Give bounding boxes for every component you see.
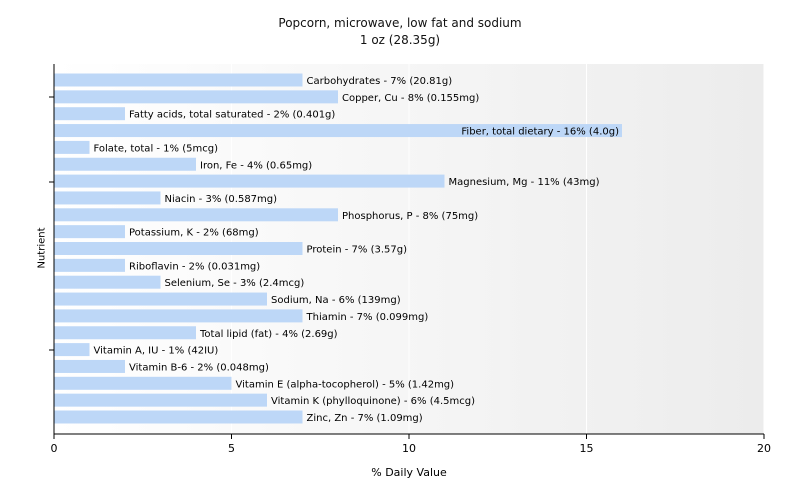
bar	[54, 343, 90, 357]
bar	[54, 124, 622, 138]
x-ticks: 0 5 10 15 20	[51, 434, 771, 455]
x-tick-label: 15	[580, 442, 594, 455]
bar	[54, 393, 267, 407]
bar-label: Vitamin E (alpha-tocopherol) - 5% (1.42m…	[236, 379, 455, 390]
bar-label: Zinc, Zn - 7% (1.09mg)	[307, 413, 423, 424]
bar	[54, 275, 161, 289]
x-tick-label: 10	[402, 442, 416, 455]
x-tick-label: 0	[51, 442, 58, 455]
bar	[54, 410, 303, 424]
bar-label: Sodium, Na - 6% (139mg)	[271, 295, 401, 306]
x-axis-label: % Daily Value	[371, 466, 447, 479]
bar-label: Fiber, total dietary - 16% (4.0g)	[461, 127, 619, 138]
bar-label: Copper, Cu - 8% (0.155mg)	[342, 93, 479, 104]
y-ticks	[49, 96, 54, 351]
bar-label: Folate, total - 1% (5mcg)	[94, 143, 219, 154]
bar	[54, 326, 196, 340]
chart-subtitle: 1 oz (28.35g)	[359, 33, 441, 47]
bars	[54, 73, 622, 424]
x-tick-label: 20	[757, 442, 771, 455]
bar-label: Protein - 7% (3.57g)	[307, 245, 408, 256]
bar	[54, 174, 445, 188]
chart-title: Popcorn, microwave, low fat and sodium	[278, 16, 522, 30]
bar-label: Carbohydrates - 7% (20.81g)	[307, 76, 453, 87]
bar-label: Vitamin A, IU - 1% (42IU)	[94, 346, 219, 357]
bar-label: Phosphorus, P - 8% (75mg)	[342, 211, 478, 222]
bar	[54, 140, 90, 154]
bar-label: Total lipid (fat) - 4% (2.69g)	[199, 329, 338, 340]
bar	[54, 359, 125, 373]
bar	[54, 90, 338, 104]
bar	[54, 242, 303, 255]
bar-label: Magnesium, Mg - 11% (43mg)	[449, 177, 600, 188]
bar	[54, 208, 338, 222]
bar	[54, 376, 232, 390]
bar-label: Riboflavin - 2% (0.031mg)	[129, 261, 260, 272]
x-tick-label: 5	[228, 442, 235, 455]
bar	[54, 73, 303, 87]
bar	[54, 225, 125, 239]
bar	[54, 107, 125, 121]
bar-label: Selenium, Se - 3% (2.4mcg)	[165, 278, 305, 289]
bar-label: Vitamin K (phylloquinone) - 6% (4.5mcg)	[271, 396, 475, 407]
bar	[54, 292, 267, 306]
bar	[54, 309, 303, 323]
bar-label: Niacin - 3% (0.587mg)	[165, 194, 278, 205]
bar	[54, 258, 125, 272]
bar-label: Potassium, K - 2% (68mg)	[129, 228, 259, 239]
bar	[54, 191, 161, 205]
bar-labels: Carbohydrates - 7% (20.81g) Copper, Cu - …	[94, 76, 620, 424]
bar	[54, 157, 196, 171]
bar-label: Fatty acids, total saturated - 2% (0.401…	[129, 110, 335, 121]
bar-label: Thiamin - 7% (0.099mg)	[306, 312, 429, 323]
bar-label: Iron, Fe - 4% (0.65mg)	[200, 160, 312, 171]
bar-label: Vitamin B-6 - 2% (0.048mg)	[129, 362, 269, 373]
y-axis-label: Nutrient	[36, 227, 48, 269]
